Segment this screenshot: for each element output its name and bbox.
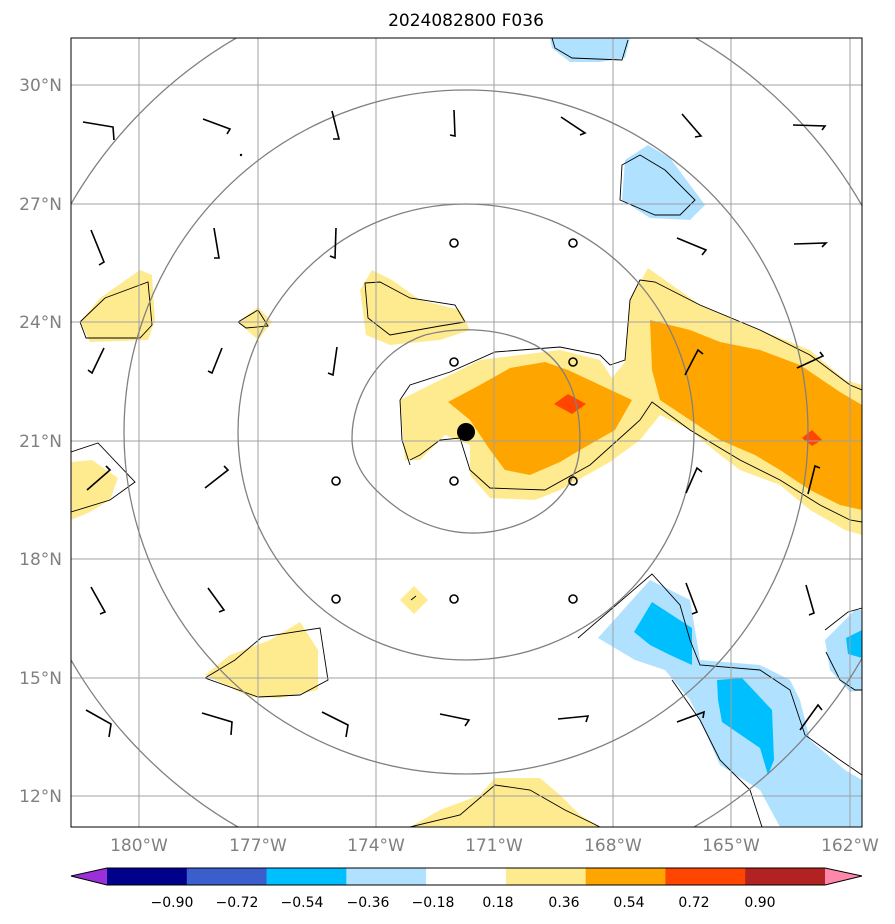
plot-area [71,38,862,827]
lon-label: 168°W [584,836,642,856]
colorbar-segment [426,868,507,885]
lon-label: 162°W [821,836,879,856]
colorbar-ticks: −0.90 −0.72 −0.54 −0.36 −0.18 0.18 0.36 … [151,895,776,911]
lon-label: 177°W [229,836,287,856]
colorbar-extend-max [825,868,862,885]
lat-label: 21°N [19,432,62,452]
colorbar-outline [70,867,863,886]
colorbar-tick-label: −0.36 [347,895,390,911]
storm-center-marker [457,423,475,441]
figure-title: 2024082800 F036 [388,11,544,31]
lon-label: 171°W [465,836,523,856]
colorbar-tick-label: 0.54 [613,895,644,911]
colorbar-tick-label: 0.90 [744,895,775,911]
colorbar-tick-label: 0.18 [482,895,513,911]
colorbar-segment [346,868,427,885]
colorbar-extend-min [71,868,107,885]
colorbar-segment [186,868,268,885]
colorbar-tick-label: −0.90 [151,895,194,911]
plot-frame [70,37,863,828]
lon-label: 165°W [702,836,760,856]
lat-label: 27°N [19,195,62,215]
longitude-labels: 180°W 177°W 174°W 171°W 168°W 165°W 162°… [110,836,879,856]
lon-label: 180°W [110,836,168,856]
colorbar-segment [745,868,826,885]
lat-label: 24°N [19,313,62,333]
lat-label: 15°N [19,669,62,689]
colorbar-tick-label: −0.18 [412,895,455,911]
latitude-labels: 30°N 27°N 24°N 21°N 18°N 15°N 12°N [19,76,62,807]
colorbar-segment [505,868,587,885]
colorbar-tick-label: 0.36 [548,895,579,911]
wind-barbs [82,109,828,738]
colorbar-tick-label: 0.72 [678,895,709,911]
colorbar-segment [665,868,746,885]
lon-label: 174°W [347,836,405,856]
pressure-contours [71,38,862,827]
field-contour-lines [71,38,862,827]
colorbar-tick-label: −0.72 [216,895,259,911]
colorbar: −0.90 −0.72 −0.54 −0.36 −0.18 0.18 0.36 … [70,867,863,911]
lat-label: 12°N [19,787,62,807]
lat-label: 18°N [19,550,62,570]
colorbar-segment [266,868,347,885]
colorbar-segments [71,868,862,885]
colorbar-segment [585,868,666,885]
colorbar-segment [107,868,188,885]
lat-label: 30°N [19,76,62,96]
colorbar-tick-label: −0.54 [281,895,324,911]
calm-wind-markers [331,238,578,604]
